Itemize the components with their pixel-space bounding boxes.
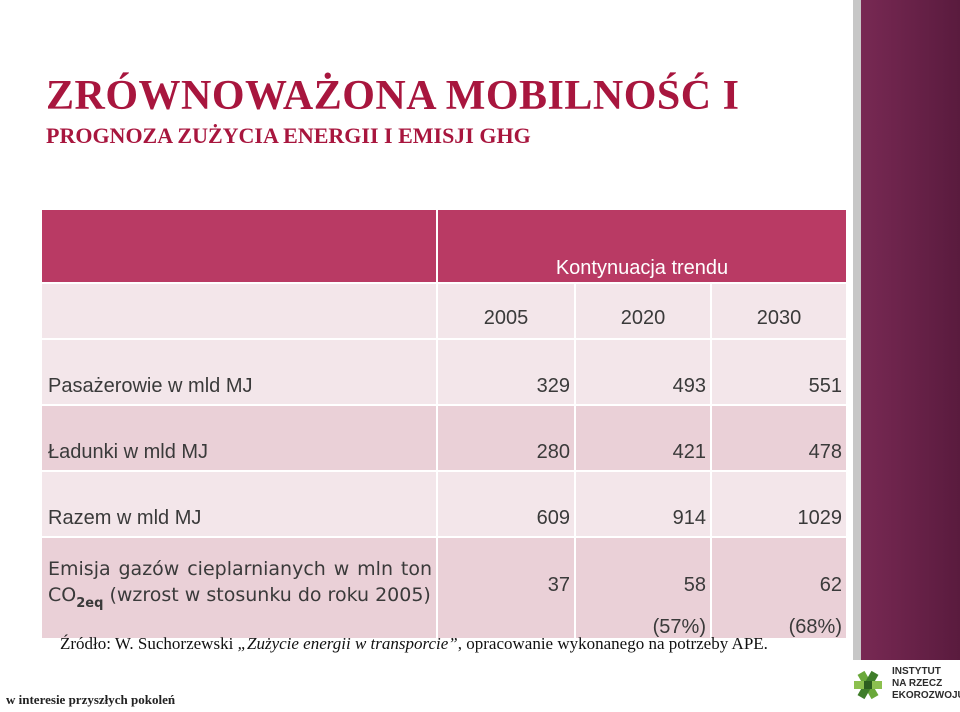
side-band-stripe — [853, 0, 861, 712]
logo-text: INSTYTUT NA RZECZ EKOROZWOJU — [892, 666, 960, 702]
logo-line: INSTYTUT — [892, 666, 941, 677]
row-label: Ładunki w mld MJ — [40, 404, 438, 472]
emission-value: 37 — [547, 574, 570, 596]
institute-logo: INSTYTUT NA RZECZ EKOROZWOJU — [838, 660, 960, 712]
table-years-row: 2005 2020 2030 — [40, 282, 848, 340]
year-header: 2005 — [436, 282, 576, 340]
source-prefix: Źródło: W. Suchorzewski — [60, 634, 238, 653]
cell-value: 329 — [436, 338, 576, 406]
decorative-side-band — [853, 0, 960, 712]
co2-subscript: 2eq — [76, 596, 104, 611]
footer-tagline: w interesie przyszłych pokoleń — [6, 692, 176, 707]
cell-value: 609 — [436, 470, 576, 538]
emission-label-line2-b: (wzrost w — [103, 584, 201, 606]
emission-percent: (68%) — [788, 616, 842, 638]
energy-forecast-table: Kontynuacja trendu 2005 2020 2030 Pasaże… — [40, 208, 848, 640]
emission-cell-2005: 37 — [436, 536, 576, 640]
source-title: „Zużycie energii w transporcie” — [237, 634, 458, 653]
emission-label-cell: Emisja gazów cieplarnianych w mln ton CO… — [40, 536, 438, 640]
cell-value: 1029 — [710, 470, 848, 538]
row-label: Pasażerowie w mld MJ — [40, 338, 438, 406]
logo-line: EKOROZWOJU — [892, 690, 960, 701]
emission-value: 58 — [683, 574, 706, 596]
cell-value: 421 — [574, 404, 712, 472]
source-suffix: , opracowanie wykonanego na potrzeby APE… — [457, 634, 768, 653]
emission-value: 62 — [819, 574, 842, 596]
eco-institute-logo-icon — [854, 670, 882, 700]
table-row: Pasażerowie w mld MJ 329 493 551 — [40, 338, 848, 406]
emission-label-line2-a: mln ton CO — [48, 558, 432, 606]
emission-cell-2020: 58 (57%) — [574, 536, 712, 640]
group-header-trend: Kontynuacja trendu — [436, 208, 848, 284]
cell-value: 914 — [574, 470, 712, 538]
emission-label: Emisja gazów cieplarnianych w mln ton CO… — [48, 538, 436, 617]
emission-label-line1: Emisja gazów cieplarnianych w — [48, 558, 350, 580]
cell-value: 493 — [574, 338, 712, 406]
logo-line: NA RZECZ — [892, 678, 943, 689]
emission-label-line3: stosunku do roku 2005) — [206, 584, 431, 606]
years-empty-cell — [40, 282, 438, 340]
source-note: Źródło: W. Suchorzewski „Zużycie energii… — [60, 634, 768, 654]
cell-value: 280 — [436, 404, 576, 472]
header-empty-cell — [40, 208, 438, 284]
year-header: 2020 — [574, 282, 712, 340]
table-row: Razem w mld MJ 609 914 1029 — [40, 470, 848, 538]
table-header-row: Kontynuacja trendu — [40, 208, 848, 284]
row-label: Razem w mld MJ — [40, 470, 438, 538]
slide-subtitle: PROGNOZA ZUŻYCIA ENERGII I EMISJI GHG — [46, 123, 531, 148]
emission-percent: (57%) — [652, 616, 706, 638]
slide-title: ZRÓWNOWAŻONA MOBILNOŚĆ I — [46, 73, 740, 119]
cell-value: 551 — [710, 338, 848, 406]
table-row-emission: Emisja gazów cieplarnianych w mln ton CO… — [40, 536, 848, 640]
year-header: 2030 — [710, 282, 848, 340]
table-row: Ładunki w mld MJ 280 421 478 — [40, 404, 848, 472]
emission-cell-2030: 62 (68%) — [710, 536, 848, 640]
cell-value: 478 — [710, 404, 848, 472]
